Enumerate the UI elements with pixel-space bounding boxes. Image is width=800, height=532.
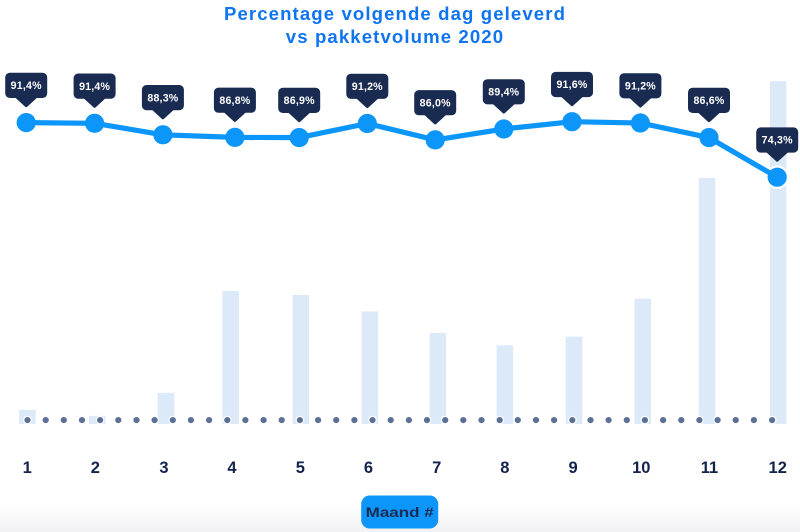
- svg-text:86,0%: 86,0%: [420, 97, 451, 109]
- svg-text:89,4%: 89,4%: [488, 87, 519, 99]
- svg-text:8: 8: [500, 459, 509, 477]
- svg-text:2: 2: [91, 459, 100, 477]
- svg-text:91,2%: 91,2%: [352, 81, 383, 93]
- svg-text:Percentage volgende dag geleve: Percentage volgende dag geleverd: [224, 3, 566, 24]
- svg-text:5: 5: [296, 459, 305, 477]
- svg-text:4: 4: [227, 459, 237, 477]
- svg-text:12: 12: [769, 459, 787, 477]
- svg-text:Maand #: Maand #: [366, 504, 434, 520]
- svg-text:91,2%: 91,2%: [625, 81, 656, 93]
- svg-text:74,3%: 74,3%: [762, 135, 793, 147]
- svg-text:1: 1: [23, 459, 32, 477]
- svg-text:88,3%: 88,3%: [147, 92, 178, 104]
- svg-text:91,4%: 91,4%: [79, 81, 110, 93]
- svg-text:86,9%: 86,9%: [284, 95, 315, 107]
- svg-text:91,6%: 91,6%: [556, 79, 587, 91]
- svg-text:10: 10: [632, 459, 650, 477]
- svg-text:6: 6: [364, 459, 373, 477]
- svg-text:91,4%: 91,4%: [11, 80, 42, 92]
- svg-text:7: 7: [432, 459, 441, 477]
- svg-text:vs pakketvolume 2020: vs pakketvolume 2020: [286, 26, 504, 47]
- svg-text:86,6%: 86,6%: [693, 95, 724, 107]
- svg-text:11: 11: [701, 459, 718, 477]
- svg-text:3: 3: [159, 459, 168, 477]
- svg-text:86,8%: 86,8%: [219, 95, 250, 107]
- svg-text:9: 9: [569, 459, 578, 477]
